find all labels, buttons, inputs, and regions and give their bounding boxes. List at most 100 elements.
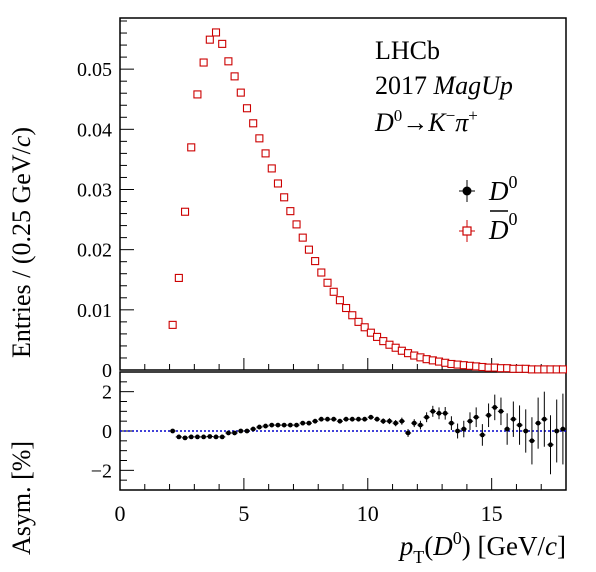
x-tick-label: 0 [115,501,126,526]
asym-point [517,422,522,428]
asym-point [418,422,423,428]
d0bar-point [255,134,264,143]
asym-point [244,428,250,434]
d0bar-point [311,257,320,266]
d0bar-point [230,72,239,81]
asym-point [492,405,498,410]
d0bar-point [273,179,283,188]
d0bar-point [187,143,196,152]
main-y-tick-label: 0.05 [77,59,112,81]
d0bar-point [224,57,233,66]
asym-point [436,410,442,416]
d0bar-point [292,220,301,229]
asym-point [554,428,560,434]
ratio-axis-ticks [119,371,567,491]
asym-point [442,410,448,416]
main-y-tick-label: 0.04 [77,119,112,141]
legend-label-d0bar: D0 [488,209,518,245]
main-y-tick-label: 0.02 [77,240,112,262]
main-y-tick-label: 0.01 [77,300,112,322]
series-asymmetry [169,391,566,475]
d0bar-point [267,164,276,173]
legend-marker-d0 [462,186,472,196]
asym-point [250,426,256,432]
asym-point [331,416,337,422]
asym-point [473,414,479,420]
asym-point [170,428,176,434]
legend-marker-d0bar [462,226,472,236]
d0bar-point [280,193,289,202]
asym-point [479,432,485,438]
asym-point [343,416,349,422]
asym-point [337,418,343,424]
asym-point [188,434,194,440]
main-y-tick-labels: 0 0.01 0.02 0.03 0.04 0.05 [77,59,112,382]
asym-point [498,408,504,414]
asym-point [281,422,287,428]
d0bar-point [193,90,202,99]
d0bar-point [242,104,252,113]
asym-point [356,416,361,422]
asym-point [256,424,262,430]
asym-point [399,418,405,424]
asym-point [362,416,368,422]
asym-point [467,418,473,424]
x-tick-label: 15 [481,501,503,526]
x-tick-label: 5 [238,501,249,526]
d0bar-point [558,365,567,374]
ratio-y-tick-label: 2 [102,382,112,404]
d0bar-point [205,35,214,44]
asym-point [430,408,436,414]
asym-point [226,430,231,436]
asym-point [275,422,281,428]
legend: D0 D0 [459,172,518,245]
d0bar-point [199,58,208,67]
asym-point [318,416,324,422]
d0bar-point [211,28,221,37]
d0bar-point [261,149,270,158]
d0bar-point [366,328,375,337]
asym-point [560,426,566,432]
d0bar-point [304,245,313,254]
d0bar-point [317,268,326,277]
d0bar-point [180,207,190,216]
asym-point [455,428,460,434]
x-tick-label: 10 [357,501,379,526]
asym-point [300,420,306,426]
main-y-tick-label: 0 [102,360,112,382]
asym-point [176,434,182,440]
asym-point [393,420,399,426]
d0bar-point [236,88,245,97]
asym-point [548,442,553,448]
d0bar-point [342,303,351,313]
decay-label: D0→K−π+ [374,106,478,137]
asym-point [449,420,454,426]
asym-point [312,418,318,424]
d0bar-point [348,311,357,320]
asym-point [374,416,380,422]
asym-point [207,434,213,439]
asym-point [535,420,541,426]
asym-point [380,418,386,424]
asym-point [523,428,529,434]
legend-label-d0: D0 [488,172,518,206]
d0bar-point [218,39,227,48]
asym-point [232,430,237,436]
d0bar-point [286,207,295,216]
asym-point [195,434,200,440]
d0bar-point [298,233,307,242]
d0bar-point [354,317,363,326]
d0bar-point [323,278,332,287]
asym-point [238,428,244,434]
asym-point [541,416,547,422]
d0bar-point [329,287,338,296]
asym-point [219,434,225,440]
asym-point [405,430,411,436]
ratio-y-axis-title: Asym. [%] [7,441,36,555]
d0bar-point [168,320,177,329]
ratio-y-tick-labels: −2 0 2 [91,382,112,483]
d0bar-point [360,323,369,332]
ratio-y-tick-label: 0 [102,421,112,443]
main-y-tick-label: 0.03 [77,179,112,201]
